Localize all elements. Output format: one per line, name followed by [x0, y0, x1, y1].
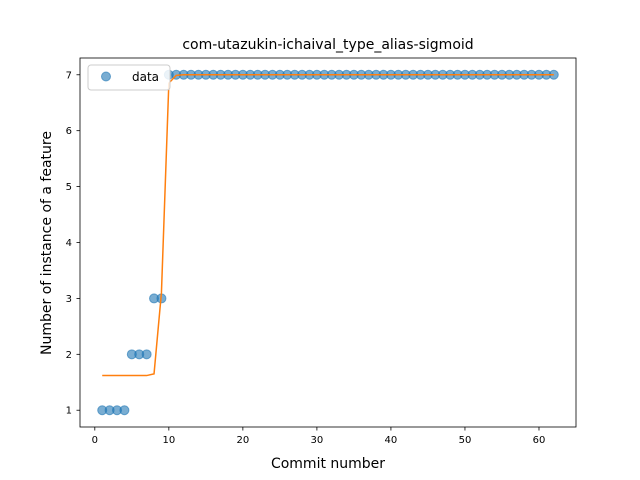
axes: 0 10 20 30 40 50 60 1 2 3 4 5 6 7 [66, 57, 577, 446]
x-tick-label: 0 [92, 435, 98, 446]
x-tick-label: 60 [533, 435, 546, 446]
y-tick-label: 7 [66, 70, 72, 81]
x-tick-label: 20 [236, 435, 249, 446]
legend-label-data: data [132, 70, 159, 84]
y-tick-label: 3 [66, 294, 72, 305]
data-point [141, 349, 152, 360]
x-tick-label: 30 [311, 435, 324, 446]
x-tick-label: 10 [162, 435, 175, 446]
plot-area [97, 69, 559, 416]
y-tick-label: 5 [66, 182, 72, 193]
x-tick-label: 50 [459, 435, 472, 446]
y-tick-label: 2 [66, 350, 72, 361]
fit-line [102, 74, 554, 377]
x-axis-label: Commit number [271, 456, 385, 472]
y-tick-label: 4 [66, 238, 72, 249]
legend-box [87, 64, 171, 91]
y-tick-label: 1 [66, 406, 72, 417]
y-tick-label: 6 [66, 126, 72, 137]
chart-title: com-utazukin-ichaival_type_alias-sigmoid [182, 37, 473, 53]
legend: data [87, 64, 171, 91]
x-tick-label: 40 [385, 435, 398, 446]
legend-marker-data [101, 71, 111, 82]
y-axis-label: Number of instance of a feature [39, 131, 55, 355]
data-point [119, 405, 130, 416]
